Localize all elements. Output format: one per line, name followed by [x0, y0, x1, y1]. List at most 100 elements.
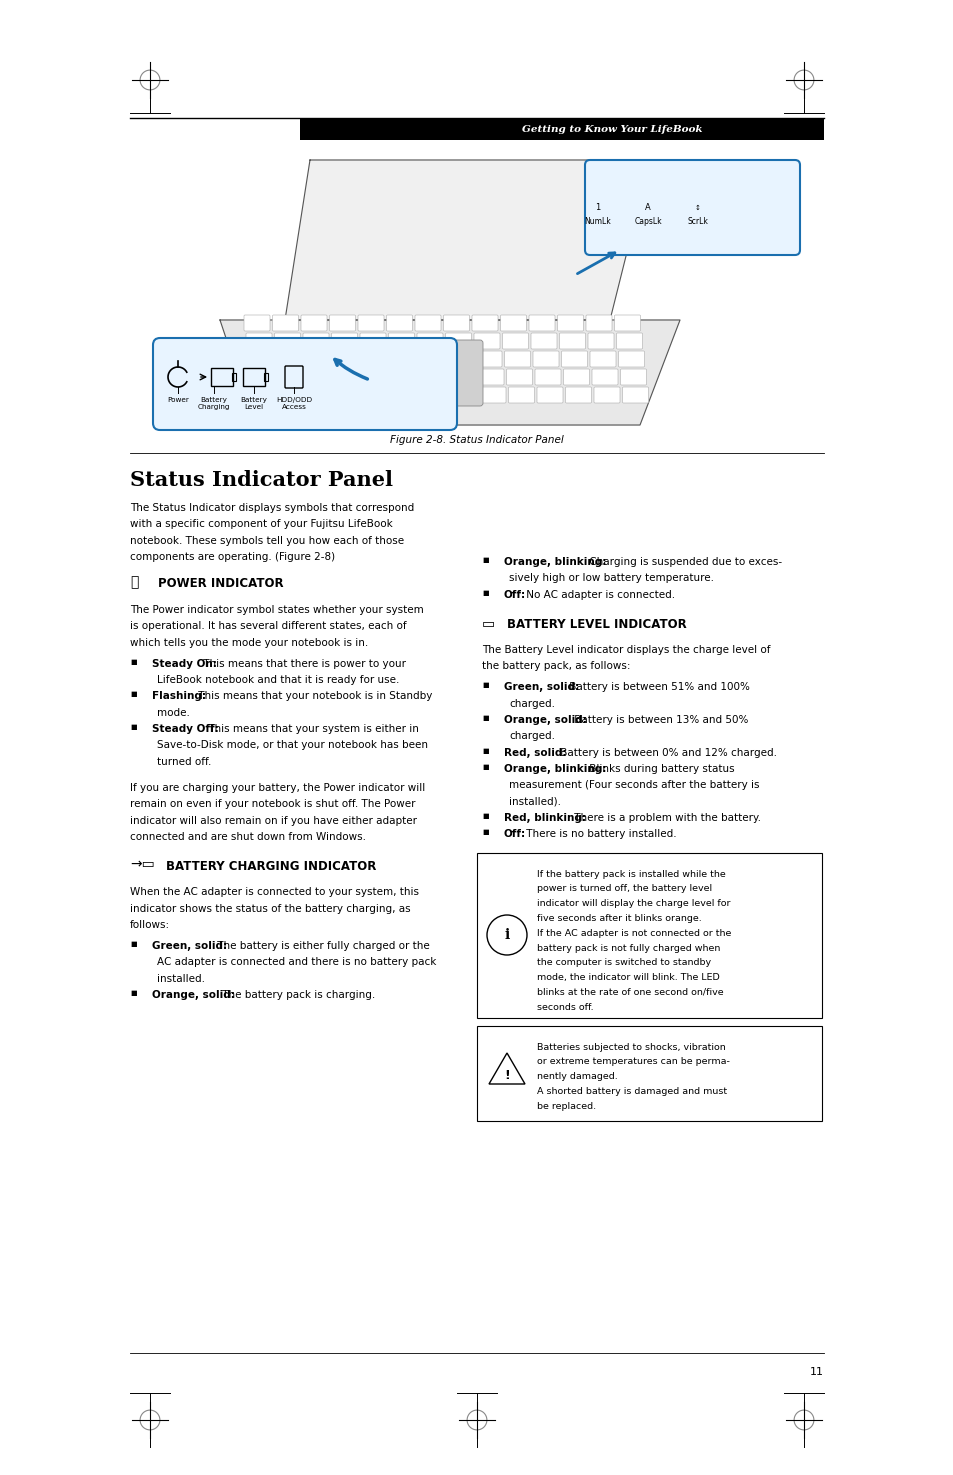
Text: Steady On:: Steady On:	[152, 659, 216, 668]
FancyBboxPatch shape	[508, 386, 534, 403]
FancyBboxPatch shape	[335, 369, 361, 385]
FancyBboxPatch shape	[329, 316, 355, 330]
FancyBboxPatch shape	[685, 192, 709, 214]
Text: Red, solid:: Red, solid:	[503, 748, 566, 758]
Text: sively high or low battery temperature.: sively high or low battery temperature.	[509, 574, 713, 583]
Text: Red, blinking:: Red, blinking:	[503, 813, 585, 823]
FancyBboxPatch shape	[563, 369, 589, 385]
FancyBboxPatch shape	[472, 316, 497, 330]
Text: ■: ■	[481, 764, 488, 770]
Text: with a specific component of your Fujitsu LifeBook: with a specific component of your Fujits…	[130, 519, 393, 530]
Text: The Battery Level indicator displays the charge level of: The Battery Level indicator displays the…	[481, 645, 770, 655]
FancyBboxPatch shape	[535, 369, 560, 385]
Text: ■: ■	[481, 715, 488, 721]
Text: Figure 2-8. Status Indicator Panel: Figure 2-8. Status Indicator Panel	[390, 435, 563, 445]
Text: CapsLk: CapsLk	[634, 217, 661, 226]
FancyBboxPatch shape	[616, 333, 641, 350]
Text: Battery
Level: Battery Level	[240, 397, 267, 410]
Text: ⏻: ⏻	[130, 575, 138, 589]
FancyBboxPatch shape	[531, 333, 557, 350]
FancyBboxPatch shape	[533, 351, 558, 367]
Text: There is a problem with the battery.: There is a problem with the battery.	[571, 813, 760, 823]
Text: AC adapter is connected and there is no battery pack: AC adapter is connected and there is no …	[157, 957, 436, 968]
FancyBboxPatch shape	[303, 333, 329, 350]
FancyBboxPatch shape	[451, 386, 477, 403]
FancyBboxPatch shape	[359, 333, 386, 350]
FancyBboxPatch shape	[584, 159, 800, 255]
Text: A shorted battery is damaged and must: A shorted battery is damaged and must	[537, 1087, 726, 1096]
FancyBboxPatch shape	[502, 333, 528, 350]
Text: Getting to Know Your LifeBook: Getting to Know Your LifeBook	[521, 124, 701, 134]
Text: battery pack is not fully charged when: battery pack is not fully charged when	[537, 944, 720, 953]
FancyBboxPatch shape	[614, 316, 639, 330]
FancyBboxPatch shape	[395, 386, 420, 403]
FancyBboxPatch shape	[299, 118, 823, 140]
FancyBboxPatch shape	[447, 351, 473, 367]
FancyBboxPatch shape	[619, 369, 646, 385]
FancyBboxPatch shape	[248, 351, 274, 367]
Text: follows:: follows:	[130, 920, 170, 929]
FancyBboxPatch shape	[529, 316, 555, 330]
Text: Batteries subjected to shocks, vibration: Batteries subjected to shocks, vibration	[537, 1043, 725, 1052]
Text: or extreme temperatures can be perma-: or extreme temperatures can be perma-	[537, 1058, 729, 1066]
FancyBboxPatch shape	[331, 333, 357, 350]
Text: turned off.: turned off.	[157, 757, 212, 767]
Circle shape	[486, 914, 526, 954]
FancyBboxPatch shape	[280, 386, 306, 403]
FancyBboxPatch shape	[477, 369, 503, 385]
FancyBboxPatch shape	[445, 333, 471, 350]
Polygon shape	[220, 320, 679, 425]
Text: mode, the indicator will blink. The LED: mode, the indicator will blink. The LED	[537, 974, 719, 982]
FancyBboxPatch shape	[474, 333, 499, 350]
FancyBboxPatch shape	[476, 853, 821, 1018]
Text: Power: Power	[167, 397, 189, 403]
FancyBboxPatch shape	[309, 386, 335, 403]
FancyBboxPatch shape	[587, 333, 614, 350]
FancyBboxPatch shape	[415, 316, 440, 330]
FancyBboxPatch shape	[366, 386, 392, 403]
Text: ■: ■	[481, 558, 488, 563]
FancyBboxPatch shape	[420, 369, 447, 385]
Text: LifeBook notebook and that it is ready for use.: LifeBook notebook and that it is ready f…	[157, 676, 399, 686]
Text: Steady Off:: Steady Off:	[152, 724, 218, 735]
Text: i: i	[504, 928, 509, 943]
FancyBboxPatch shape	[565, 386, 591, 403]
Polygon shape	[489, 1053, 524, 1084]
Text: charged.: charged.	[509, 699, 555, 709]
Text: Blinks during battery status: Blinks during battery status	[585, 764, 734, 774]
FancyBboxPatch shape	[250, 369, 275, 385]
Text: The battery is either fully charged or the: The battery is either fully charged or t…	[214, 941, 430, 951]
FancyBboxPatch shape	[506, 369, 532, 385]
FancyBboxPatch shape	[504, 351, 530, 367]
FancyBboxPatch shape	[479, 386, 505, 403]
Text: which tells you the mode your notebook is in.: which tells you the mode your notebook i…	[130, 637, 368, 648]
FancyBboxPatch shape	[278, 369, 304, 385]
Text: the computer is switched to standby: the computer is switched to standby	[537, 959, 710, 968]
Text: indicator shows the status of the battery charging, as: indicator shows the status of the batter…	[130, 904, 410, 913]
FancyBboxPatch shape	[252, 386, 277, 403]
Text: connected and are shut down from Windows.: connected and are shut down from Windows…	[130, 832, 366, 842]
Text: ■: ■	[130, 659, 136, 665]
FancyBboxPatch shape	[592, 369, 618, 385]
Text: five seconds after it blinks orange.: five seconds after it blinks orange.	[537, 914, 701, 923]
Text: Battery is between 13% and 50%: Battery is between 13% and 50%	[571, 715, 748, 726]
Text: ■: ■	[130, 724, 136, 730]
FancyBboxPatch shape	[594, 386, 619, 403]
Text: ↕: ↕	[695, 205, 700, 211]
Text: measurement (Four seconds after the battery is: measurement (Four seconds after the batt…	[509, 780, 759, 791]
FancyBboxPatch shape	[585, 192, 609, 214]
FancyBboxPatch shape	[276, 351, 302, 367]
FancyBboxPatch shape	[558, 333, 585, 350]
Text: mode.: mode.	[157, 708, 190, 718]
FancyBboxPatch shape	[273, 316, 298, 330]
FancyBboxPatch shape	[357, 316, 384, 330]
FancyBboxPatch shape	[561, 351, 587, 367]
FancyBboxPatch shape	[301, 316, 327, 330]
FancyBboxPatch shape	[364, 369, 390, 385]
Text: This means that your system is either in: This means that your system is either in	[205, 724, 418, 735]
FancyBboxPatch shape	[274, 333, 300, 350]
FancyBboxPatch shape	[622, 386, 648, 403]
Text: This means that your notebook is in Standby: This means that your notebook is in Stan…	[195, 692, 432, 702]
Text: Flashing:: Flashing:	[152, 692, 206, 702]
Text: Orange, solid:: Orange, solid:	[152, 990, 234, 1000]
